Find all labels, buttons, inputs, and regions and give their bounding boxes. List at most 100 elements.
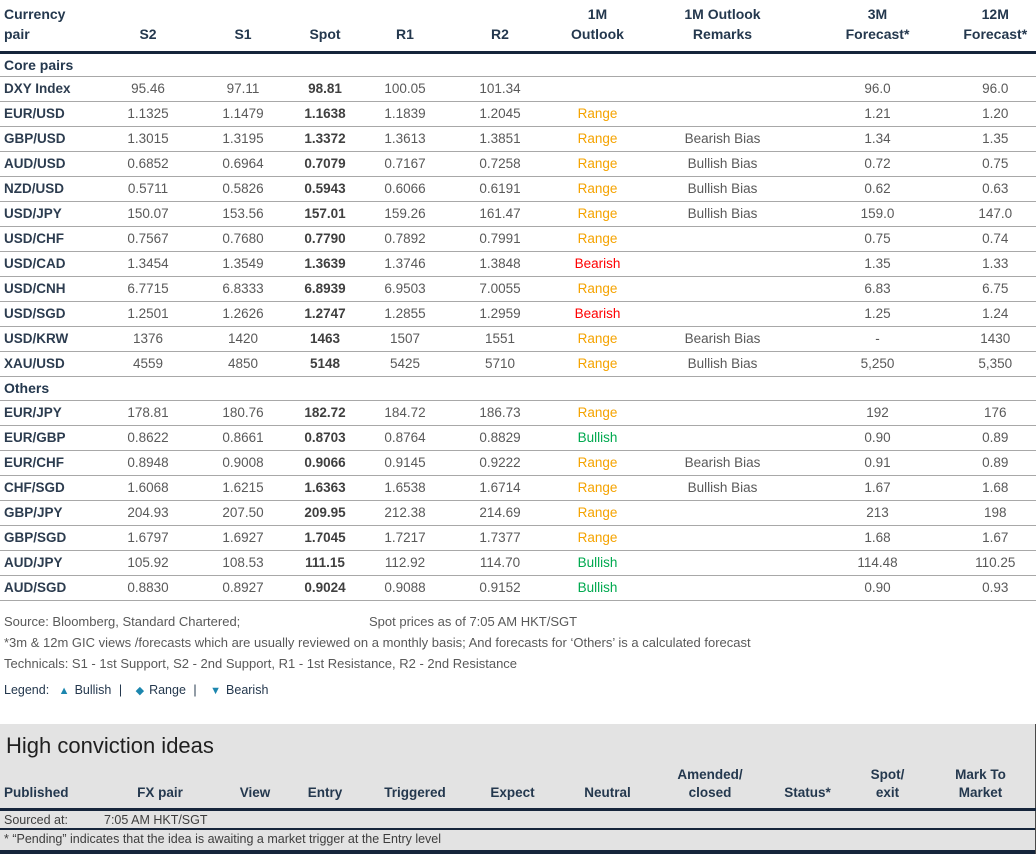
fx-cell-r1: 0.9088 (360, 575, 450, 601)
fx-cell-r1: 1.2855 (360, 301, 450, 327)
fx-cell-r1: 212.38 (360, 500, 450, 526)
fx-cell-spot: 98.81 (290, 76, 360, 102)
high-conviction-title: High conviction ideas (6, 732, 214, 758)
fx-cell-f12m: 0.75 (955, 151, 1036, 177)
hci-col-header-amended-closed: Amended/ closed (655, 759, 765, 812)
fx-row-eur-jpy: EUR/JPY 178.81 180.76 182.72 184.72 186.73 Ran… (0, 400, 1036, 426)
fx-cell-outlook (550, 76, 645, 102)
fx-cell-s2: 0.8948 (100, 450, 196, 476)
hci-table-header-row: Published FX pair View Entry Triggered Expect… (0, 759, 1036, 812)
fx-cell-r2: 0.7258 (450, 151, 550, 177)
fx-row-aud-sgd: AUD/SGD 0.8830 0.8927 0.9024 0.9088 0.9152 Bul… (0, 575, 1036, 601)
fx-cell-s1: 1420 (196, 326, 290, 352)
fx-cell-r1: 5425 (360, 351, 450, 377)
fx-col-header-spot: Spot (290, 0, 360, 54)
legend-bearish-label: Bearish (226, 682, 269, 697)
sourced-at-line: Sourced at: 7:05 AM HKT/SGT (0, 811, 1035, 831)
fx-cell-f3m: 0.91 (800, 450, 955, 476)
fx-row-chf-sgd: CHF/SGD 1.6068 1.6215 1.6363 1.6538 1.6714 Ran… (0, 475, 1036, 501)
fx-cell-pair: USD/KRW (0, 326, 100, 352)
fx-cell-remarks (645, 251, 800, 277)
fx-cell-r1: 112.92 (360, 550, 450, 576)
fx-cell-pair: USD/CAD (0, 251, 100, 277)
fx-cell-spot: 1.1638 (290, 101, 360, 127)
fx-cell-s1: 108.53 (196, 550, 290, 576)
fx-cell-s2: 0.8622 (100, 425, 196, 451)
fx-cell-r1: 0.9145 (360, 450, 450, 476)
fx-cell-s1: 1.6927 (196, 525, 290, 551)
fx-cell-spot: 6.8939 (290, 276, 360, 302)
fx-row-eur-chf: EUR/CHF 0.8948 0.9008 0.9066 0.9145 0.9222 Ran… (0, 450, 1036, 476)
range-diamond-icon: ◆ (135, 684, 145, 697)
fx-row-usd-cnh: USD/CNH 6.7715 6.8333 6.8939 6.9503 7.0055 Ran… (0, 276, 1036, 302)
fx-cell-f3m: 1.67 (800, 475, 955, 501)
hci-col-header-view: View (225, 759, 285, 812)
source-line: Source: Bloomberg, Standard Chartered; Sp… (4, 611, 1032, 632)
fx-cell-s2: 1.2501 (100, 301, 196, 327)
fx-cell-spot: 1.7045 (290, 525, 360, 551)
fx-cell-f12m: 110.25 (955, 550, 1036, 576)
fx-cell-s1: 1.1479 (196, 101, 290, 127)
fx-cell-outlook: Bearish (550, 301, 645, 327)
fx-cell-pair: EUR/JPY (0, 400, 100, 426)
fx-row-gbp-jpy: GBP/JPY 204.93 207.50 209.95 212.38 214.69 Ran… (0, 500, 1036, 526)
fx-col-header-pair: Currency pair (0, 0, 100, 54)
fx-cell-s2: 0.6852 (100, 151, 196, 177)
fx-cell-remarks (645, 301, 800, 327)
fx-cell-r2: 1551 (450, 326, 550, 352)
fx-cell-spot: 5148 (290, 351, 360, 377)
fx-cell-spot: 0.9024 (290, 575, 360, 601)
fx-cell-pair: AUD/USD (0, 151, 100, 177)
fx-cell-s2: 1.1325 (100, 101, 196, 127)
fx-cell-r1: 100.05 (360, 76, 450, 102)
fx-cell-remarks (645, 226, 800, 252)
fx-cell-remarks: Bullish Bias (645, 475, 800, 501)
forecast-note: *3m & 12m GIC views /forecasts which are… (4, 634, 751, 650)
fx-cell-r1: 1.7217 (360, 525, 450, 551)
fx-cell-r2: 1.6714 (450, 475, 550, 501)
fx-cell-s2: 178.81 (100, 400, 196, 426)
hci-col-header-neutral: Neutral (560, 759, 655, 812)
fx-cell-f12m: 0.89 (955, 425, 1036, 451)
fx-section-others: Others (0, 376, 1036, 401)
fx-cell-f3m: 0.75 (800, 226, 955, 252)
fx-cell-outlook: Range (550, 400, 645, 426)
fx-cell-r2: 1.7377 (450, 525, 550, 551)
fx-cell-r2: 0.8829 (450, 425, 550, 451)
fx-cell-remarks: Bearish Bias (645, 326, 800, 352)
fx-cell-s1: 207.50 (196, 500, 290, 526)
fx-cell-f3m: 0.90 (800, 425, 955, 451)
fx-col-header-r2: R2 (450, 0, 550, 54)
outlook-legend: Legend: ▲ Bullish | ◆ Range | ▼ Bearish (4, 683, 1032, 697)
fx-cell-f12m: 1.24 (955, 301, 1036, 327)
fx-cell-f3m: 1.34 (800, 126, 955, 152)
fx-cell-remarks: Bullish Bias (645, 201, 800, 227)
fx-cell-s1: 153.56 (196, 201, 290, 227)
fx-cell-f3m: 0.62 (800, 176, 955, 202)
fx-cell-f3m: 114.48 (800, 550, 955, 576)
fx-cell-r2: 1.2959 (450, 301, 550, 327)
fx-cell-s2: 0.8830 (100, 575, 196, 601)
legend-range-label: Range (149, 682, 186, 697)
fx-row-eur-usd: EUR/USD 1.1325 1.1479 1.1638 1.1839 1.2045 Ran… (0, 101, 1036, 127)
fx-cell-r1: 1.3613 (360, 126, 450, 152)
fx-cell-spot: 1.6363 (290, 475, 360, 501)
fx-cell-outlook: Range (550, 525, 645, 551)
fx-cell-pair: GBP/USD (0, 126, 100, 152)
fx-cell-pair: NZD/USD (0, 176, 100, 202)
fx-cell-f12m: 198 (955, 500, 1036, 526)
fx-cell-s2: 1.6068 (100, 475, 196, 501)
fx-cell-s2: 1.3015 (100, 126, 196, 152)
fx-cell-s1: 0.7680 (196, 226, 290, 252)
fx-cell-f3m: 159.0 (800, 201, 955, 227)
fx-cell-f3m: 1.21 (800, 101, 955, 127)
hci-col-header-spot-exit: Spot/ exit (850, 759, 925, 812)
fx-cell-remarks (645, 575, 800, 601)
fx-cell-pair: USD/CNH (0, 276, 100, 302)
fx-cell-remarks (645, 425, 800, 451)
fx-cell-remarks (645, 400, 800, 426)
fx-cell-remarks (645, 500, 800, 526)
fx-col-header-f12m: 12M Forecast* (955, 0, 1036, 54)
fx-cell-s1: 0.8927 (196, 575, 290, 601)
fx-section-label: Core pairs (0, 52, 1036, 77)
